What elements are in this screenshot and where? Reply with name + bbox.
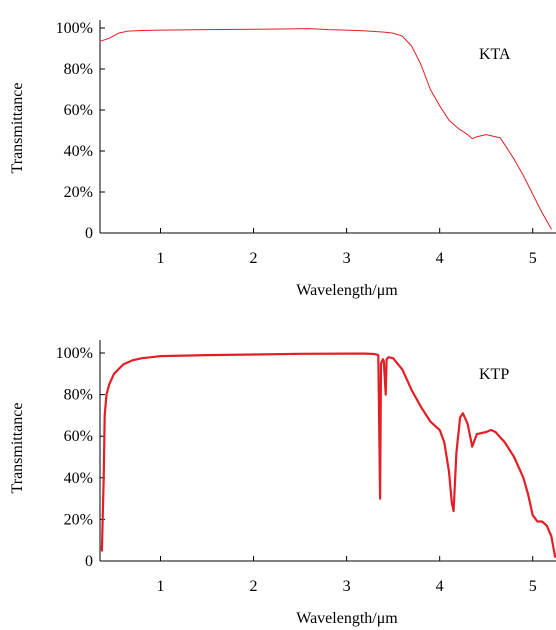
ktp-y-tick-label: 40% (64, 470, 93, 487)
ktp-y-tick-label: 100% (56, 345, 93, 362)
ktp-y-tick-label: 80% (64, 387, 93, 404)
kta-x-axis-title: Wavelength/μm (296, 282, 398, 299)
ktp-x-tick-label: 3 (343, 578, 351, 595)
ktp-x-axis-title: Wavelength/μm (296, 610, 398, 627)
ktp-y-axis-title: Transmittance (9, 403, 26, 494)
kta-x-tick-label: 3 (343, 250, 351, 267)
kta-x-tick-label: 2 (250, 250, 258, 267)
kta-x-ticks: 1 2 3 4 5 (156, 228, 537, 267)
ktp-x-ticks: 1 2 3 4 5 (156, 556, 537, 595)
kta-x-tick-label: 5 (529, 250, 537, 267)
kta-y-tick-label: 100% (56, 20, 93, 37)
ktp-y-tick-label: 0 (85, 553, 93, 570)
ktp-series-label: KTP (479, 366, 509, 383)
kta-series-label: KTA (479, 46, 511, 63)
kta-chart: 1 2 3 4 5 0 20% 40% 60% 80% 100% KTA Wavelength/μ… (9, 20, 556, 299)
ktp-y-tick-label: 60% (64, 428, 93, 445)
ktp-x-tick-label: 2 (250, 578, 258, 595)
kta-y-tick-label: 40% (64, 143, 93, 160)
kta-y-tick-label: 0 (85, 225, 93, 242)
ktp-x-tick-label: 5 (529, 578, 537, 595)
kta-y-tick-label: 60% (64, 102, 93, 119)
kta-y-tick-label: 20% (64, 184, 93, 201)
ktp-chart: 1 2 3 4 5 0 20% 40% 60% 80% 100% KTP Wavelength/μ… (9, 340, 556, 627)
ktp-x-tick-label: 4 (436, 578, 444, 595)
kta-y-tick-label: 80% (64, 61, 93, 78)
kta-transmittance-line (99, 28, 552, 230)
kta-y-axis-title: Transmittance (9, 83, 26, 174)
kta-y-ticks: 0 20% 40% 60% 80% 100% (56, 20, 105, 242)
ktp-x-tick-label: 1 (156, 578, 164, 595)
kta-x-tick-label: 1 (156, 250, 164, 267)
kta-x-tick-label: 4 (436, 250, 444, 267)
ktp-transmittance-line (100, 352, 556, 558)
ktp-y-ticks: 0 20% 40% 60% 80% 100% (56, 345, 105, 570)
ktp-y-tick-label: 20% (64, 511, 93, 528)
